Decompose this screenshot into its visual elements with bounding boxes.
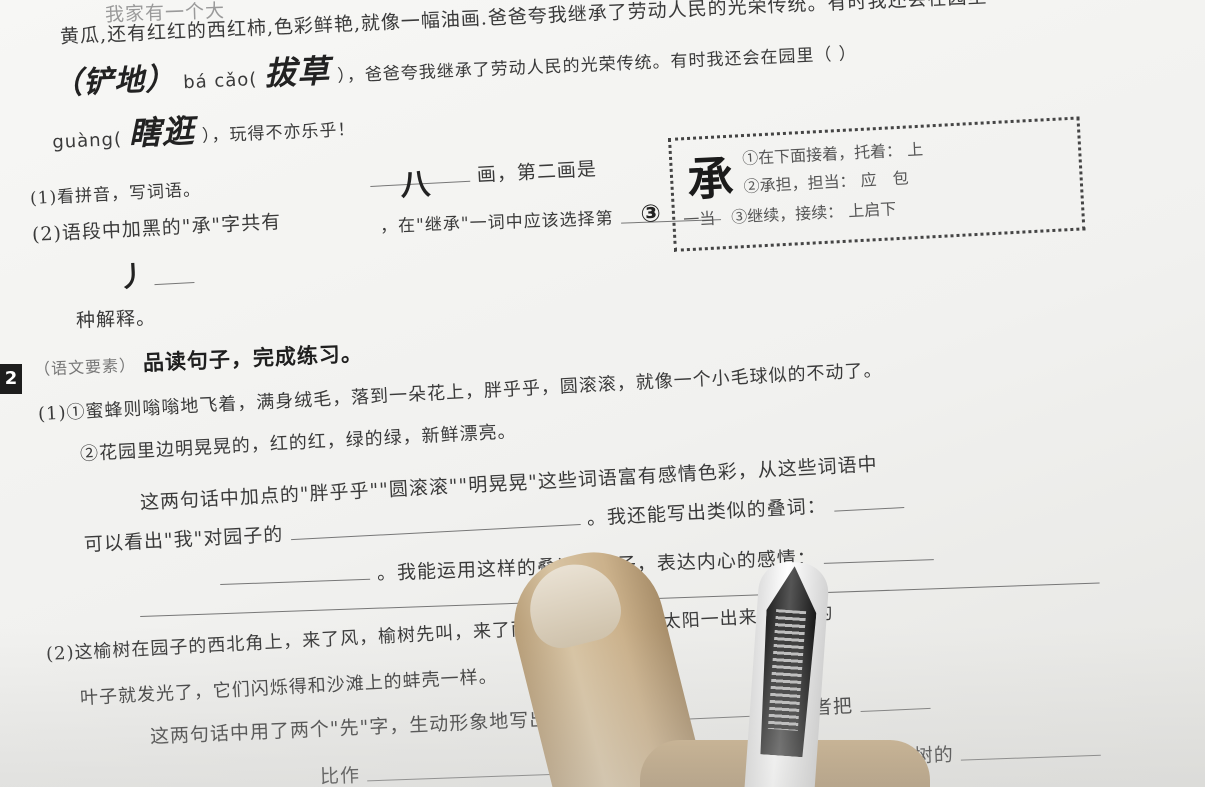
dictionary-definition-box: 承 ①在下面接着，托着： 上 ②承担，担当： 应 包 一当 ③继续，接续： 上启… (668, 116, 1086, 252)
q2-sentence-3b: 叶子就发光了，它们闪烁得和沙滩上的蚌壳一样。 (79, 666, 499, 709)
handwritten-answer-bacao: 拔草 (263, 51, 331, 93)
dict-def-2: ②承担，担当： 应 包 (743, 168, 910, 197)
q1-pinyin-instruction: (1)看拼音，写词语。 (29, 180, 202, 209)
q1-stroke-suffix: 画，第二画是 (476, 158, 598, 187)
q1-second-stroke: 丿 (117, 252, 195, 296)
q2-q2-text: 可以看出"我"对园子的 (83, 523, 284, 556)
q2-q3-text: 。我还能写出类似的叠词： (586, 495, 828, 530)
dict-character: 承 (685, 150, 735, 208)
handwritten-second-stroke: 丿 (117, 259, 148, 294)
handwritten-stroke-count: 八 (399, 166, 433, 204)
paragraph-line-4-rest: ），玩得不亦乐乎！ (201, 119, 356, 147)
q1-suffix: 种解释。 (75, 307, 157, 332)
q1-stroke-count: 八 画，第二画是 (369, 154, 598, 203)
pinyin-guang: guàng( (51, 128, 123, 153)
pinyin-ba-cao: bá cǎo( (182, 69, 258, 94)
q1-char-label: (2)语段中加黑的"承"字共有 (31, 210, 282, 246)
question-number-badge: 2 (0, 364, 22, 394)
q2-header: （语文要素） 品读句子，完成练习。 (33, 338, 364, 382)
q2-title: 品读句子，完成练习。 (142, 340, 364, 376)
paragraph-line-3-rest: ），爸爸夸我继承了劳动人民的光荣传统。有时我还会在园里（ ） (336, 43, 858, 87)
q2-sentence-2: ②花园里边明晃晃的，红的红，绿的绿，新鲜漂亮。 (79, 421, 518, 465)
handwritten-choice: ③ (639, 199, 663, 228)
q2-b3-text: 比作 (319, 764, 361, 787)
paragraph-line-4: guàng( 瞎逛 ），玩得不亦乐乎！ (51, 99, 356, 158)
q1-choose-prefix: (2)语段中加黑的"承"字共有 (31, 207, 282, 247)
q1-choose-meaning: ，在"继承"一词中应该选择第 ③ (379, 199, 721, 237)
q2-tag: （语文要素） (33, 355, 137, 379)
handwritten-answer-xiaguang: 瞎逛 (127, 111, 196, 153)
q1-choose-text: ，在"继承"一词中应该选择第 (379, 208, 614, 237)
handwritten-answer-chandi: （铲地） (51, 61, 177, 102)
